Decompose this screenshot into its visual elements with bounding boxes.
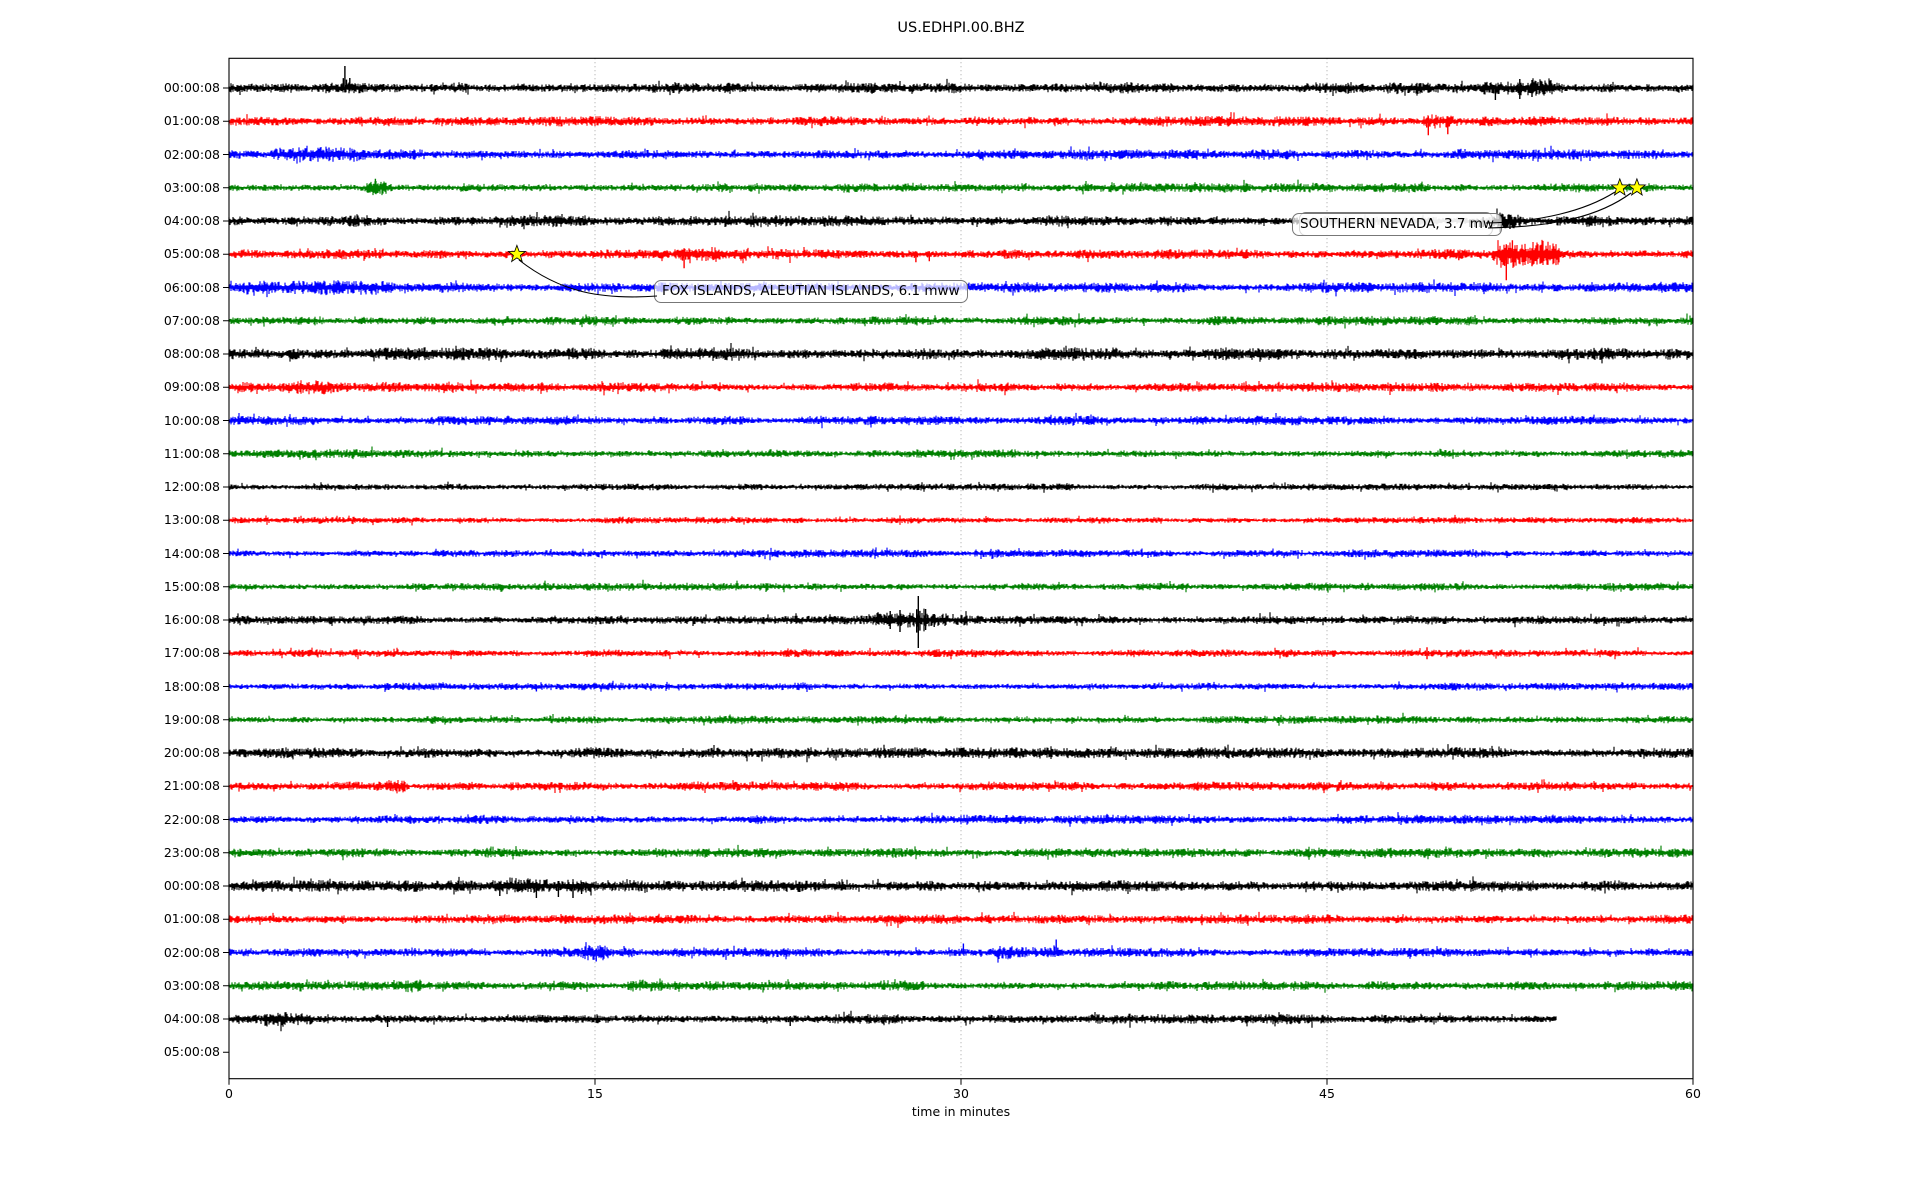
y-tick-label-11: 11:00:08	[163, 445, 220, 461]
trace-row-3	[228, 179, 1694, 196]
y-tick-label-18: 18:00:08	[163, 678, 220, 694]
y-tick-label-19: 19:00:08	[163, 711, 220, 727]
x-tick-label-0: 0	[225, 1086, 233, 1101]
y-tick-label-6: 06:00:08	[163, 279, 220, 295]
y-tick-label-0: 00:00:08	[163, 80, 220, 95]
y-tick-label-24: 00:00:08	[163, 878, 220, 893]
trace-row-28	[228, 1010, 1557, 1032]
y-tick-label-22: 22:00:08	[163, 811, 220, 827]
y-tick-label-23: 23:00:08	[163, 844, 220, 860]
trace-row-17-spikes	[1424, 647, 1430, 660]
trace-row-16-spikes	[875, 596, 937, 648]
trace-row-26-spikes	[593, 939, 1059, 962]
y-tick-label-5: 05:00:08	[163, 246, 220, 262]
trace-row-28-spikes	[385, 1016, 793, 1027]
y-tick-label-26: 02:00:08	[163, 944, 220, 960]
plot-title: US.EDHPI.00.BHZ	[897, 20, 1025, 36]
y-tick-label-28: 04:00:08	[163, 1011, 220, 1026]
y-tick-label-16: 16:00:08	[163, 612, 220, 627]
y-tick-label-7: 07:00:08	[163, 312, 220, 328]
y-tick-label-1: 01:00:08	[163, 113, 220, 129]
y-tick-label-21: 21:00:08	[163, 778, 220, 794]
x-tick-label-60: 60	[1685, 1086, 1701, 1101]
trace-row-27-spikes	[1673, 980, 1679, 991]
y-tick-label-17: 17:00:08	[163, 645, 220, 661]
y-tick-label-25: 01:00:08	[163, 911, 220, 927]
trace-row-5-spikes	[681, 240, 1535, 281]
y-tick-label-10: 10:00:08	[163, 412, 220, 428]
trace-row-1-spikes	[1426, 116, 1451, 136]
trace-row-18-spikes	[534, 684, 539, 692]
trace-row-17	[228, 647, 1694, 660]
y-tick-label-3: 03:00:08	[163, 179, 220, 195]
x-tick-label-30: 30	[953, 1086, 969, 1101]
y-tick-label-20: 20:00:08	[163, 745, 220, 760]
y-tick-label-2: 02:00:08	[163, 146, 220, 162]
trace-row-24-spikes	[497, 881, 584, 898]
trace-row-26	[228, 942, 1694, 963]
trace-row-8	[228, 343, 1694, 364]
y-tick-label-8: 08:00:08	[163, 346, 220, 361]
x-axis-title: time in minutes	[911, 1104, 1011, 1119]
trace-row-13	[228, 514, 1694, 526]
x-tick-label-45: 45	[1319, 1086, 1335, 1101]
y-tick-label-27: 03:00:08	[163, 977, 220, 993]
trace-row-7	[228, 313, 1694, 329]
annotation-nevada: SOUTHERN NEVADA, 3.7 mw	[1292, 213, 1502, 236]
y-tick-label-4: 04:00:08	[163, 213, 220, 228]
y-tick-label-12: 12:00:08	[163, 479, 220, 494]
x-tick-label-15: 15	[587, 1086, 603, 1101]
y-tick-label-15: 15:00:08	[163, 578, 220, 594]
trace-row-16	[228, 608, 1694, 632]
trace-row-11	[228, 446, 1694, 461]
y-tick-label-9: 09:00:08	[163, 379, 220, 395]
trace-row-2	[228, 145, 1694, 164]
trace-row-0	[228, 78, 1694, 96]
trace-row-2-spikes	[326, 147, 332, 158]
annotation-fox: FOX ISLANDS, ALEUTIAN ISLANDS, 6.1 mww	[654, 280, 968, 303]
y-tick-label-29: 05:00:08	[163, 1044, 220, 1060]
trace-row-5	[228, 239, 1694, 268]
y-tick-label-14: 14:00:08	[163, 545, 220, 561]
y-tick-label-13: 13:00:08	[163, 512, 220, 528]
trace-row-9	[228, 379, 1694, 396]
trace-row-0-spikes	[342, 66, 1535, 100]
